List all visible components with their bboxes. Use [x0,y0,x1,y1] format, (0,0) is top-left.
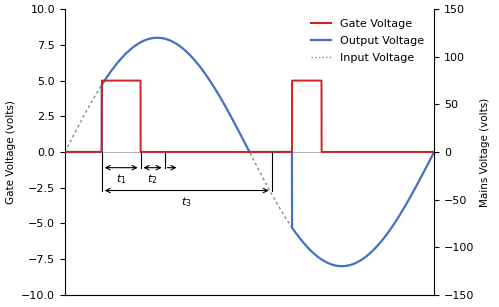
Y-axis label: Gate Voltage (volts): Gate Voltage (volts) [5,100,15,204]
Text: $t_3$: $t_3$ [182,195,192,208]
Text: $t_2$: $t_2$ [147,172,158,186]
Legend: Gate Voltage, Output Voltage, Input Voltage: Gate Voltage, Output Voltage, Input Volt… [307,15,429,67]
Y-axis label: Mains Voltage (volts): Mains Voltage (volts) [480,97,490,207]
Text: $t_1$: $t_1$ [116,172,126,186]
